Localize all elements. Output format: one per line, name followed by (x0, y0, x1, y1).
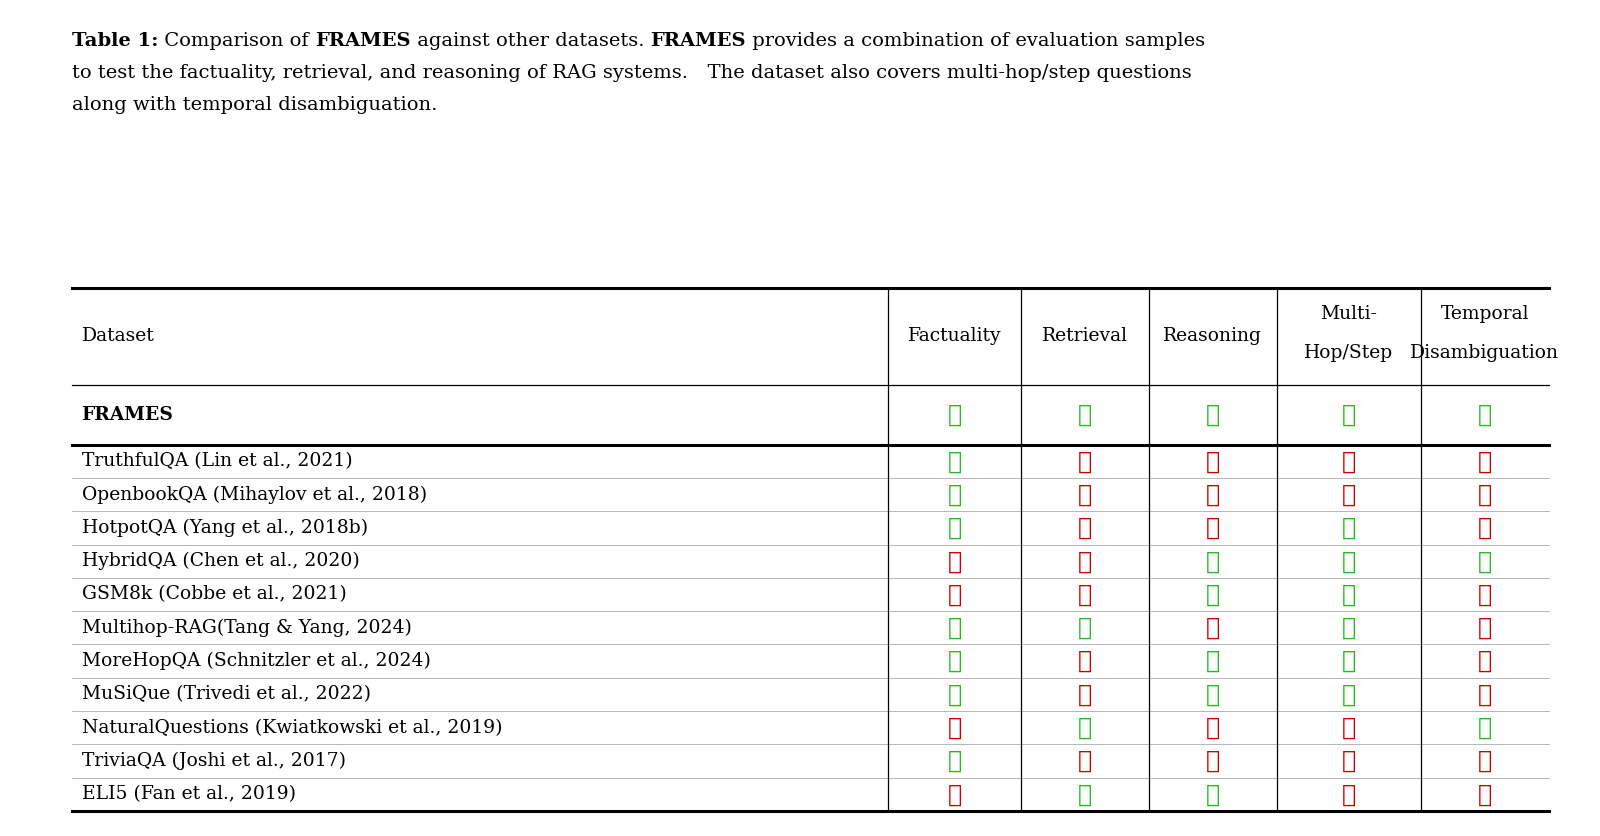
Text: ✓: ✓ (947, 616, 962, 640)
Text: Multihop-RAG(Tang & Yang, 2024): Multihop-RAG(Tang & Yang, 2024) (82, 619, 411, 637)
Text: ✓: ✓ (1342, 616, 1355, 640)
Text: along with temporal disambiguation.: along with temporal disambiguation. (72, 95, 437, 114)
Text: ✓: ✓ (1342, 549, 1355, 573)
Text: ✗: ✗ (947, 583, 962, 607)
Text: Temporal: Temporal (1440, 305, 1530, 323)
Text: ✓: ✓ (1206, 583, 1219, 607)
Text: ✗: ✗ (1206, 749, 1219, 773)
Text: ✓: ✓ (1342, 403, 1355, 426)
Text: ✗: ✗ (1478, 749, 1491, 773)
Text: against other datasets.: against other datasets. (411, 32, 651, 50)
Text: ✗: ✗ (1342, 782, 1355, 806)
Text: ✓: ✓ (1078, 782, 1091, 806)
Text: ✓: ✓ (947, 682, 962, 706)
Text: ✗: ✗ (947, 549, 962, 573)
Text: HotpotQA (Yang et al., 2018b): HotpotQA (Yang et al., 2018b) (82, 519, 368, 537)
Text: ✗: ✗ (1078, 682, 1091, 706)
Text: Retrieval: Retrieval (1042, 328, 1128, 345)
Text: ✓: ✓ (1206, 649, 1219, 673)
Text: NaturalQuestions (Kwiatkowski et al., 2019): NaturalQuestions (Kwiatkowski et al., 20… (82, 719, 502, 737)
Text: ✓: ✓ (1342, 583, 1355, 607)
Text: ✓: ✓ (947, 649, 962, 673)
Text: ✓: ✓ (1206, 682, 1219, 706)
Text: FRAMES: FRAMES (315, 32, 411, 50)
Text: ✗: ✗ (1206, 616, 1219, 640)
Text: ✗: ✗ (1206, 450, 1219, 473)
Text: GSM8k (Cobbe et al., 2021): GSM8k (Cobbe et al., 2021) (82, 585, 346, 604)
Text: ✓: ✓ (1342, 516, 1355, 540)
Text: ✗: ✗ (1078, 583, 1091, 607)
Text: ✗: ✗ (1342, 716, 1355, 740)
Text: ✗: ✗ (1078, 549, 1091, 573)
Text: ELI5 (Fan et al., 2019): ELI5 (Fan et al., 2019) (82, 785, 296, 803)
Text: Table 1:: Table 1: (72, 32, 158, 50)
Text: ✓: ✓ (1078, 616, 1091, 640)
Text: TruthfulQA (Lin et al., 2021): TruthfulQA (Lin et al., 2021) (82, 452, 352, 471)
Text: ✗: ✗ (1478, 516, 1491, 540)
Text: Reasoning: Reasoning (1163, 328, 1262, 345)
Text: provides a combination of evaluation samples: provides a combination of evaluation sam… (746, 32, 1205, 50)
Text: ✗: ✗ (947, 716, 962, 740)
Text: ✗: ✗ (1478, 682, 1491, 706)
Text: ✗: ✗ (947, 782, 962, 806)
Text: ✗: ✗ (1478, 583, 1491, 607)
Text: Comparison of: Comparison of (158, 32, 315, 50)
Text: Hop/Step: Hop/Step (1304, 344, 1394, 362)
Text: Disambiguation: Disambiguation (1410, 344, 1560, 362)
Text: MoreHopQA (Schnitzler et al., 2024): MoreHopQA (Schnitzler et al., 2024) (82, 652, 430, 670)
Text: ✓: ✓ (947, 403, 962, 426)
Text: ✗: ✗ (1206, 716, 1219, 740)
Text: ✓: ✓ (1206, 403, 1219, 426)
Text: ✓: ✓ (947, 749, 962, 773)
Text: ✗: ✗ (1478, 616, 1491, 640)
Text: ✓: ✓ (1342, 682, 1355, 706)
Text: OpenbookQA (Mihaylov et al., 2018): OpenbookQA (Mihaylov et al., 2018) (82, 486, 427, 504)
Text: ✓: ✓ (1478, 549, 1491, 573)
Text: ✓: ✓ (1342, 649, 1355, 673)
Text: ✗: ✗ (1078, 450, 1091, 473)
Text: ✓: ✓ (1206, 549, 1219, 573)
Text: ✗: ✗ (1078, 482, 1091, 507)
Text: ✓: ✓ (1478, 716, 1491, 740)
Text: ✓: ✓ (1078, 403, 1091, 426)
Text: Factuality: Factuality (907, 328, 1002, 345)
Text: ✗: ✗ (1078, 649, 1091, 673)
Text: ✗: ✗ (1478, 450, 1491, 473)
Text: ✗: ✗ (1478, 482, 1491, 507)
Text: ✓: ✓ (947, 450, 962, 473)
Text: to test the factuality, retrieval, and reasoning of RAG systems. The dataset als: to test the factuality, retrieval, and r… (72, 64, 1192, 82)
Text: ✗: ✗ (1206, 516, 1219, 540)
Text: ✓: ✓ (1078, 716, 1091, 740)
Text: ✗: ✗ (1206, 482, 1219, 507)
Text: Dataset: Dataset (82, 328, 154, 345)
Text: ✗: ✗ (1478, 782, 1491, 806)
Text: ✗: ✗ (1478, 649, 1491, 673)
Text: ✗: ✗ (1078, 749, 1091, 773)
Text: ✓: ✓ (947, 516, 962, 540)
Text: ✓: ✓ (1206, 782, 1219, 806)
Text: TriviaQA (Joshi et al., 2017): TriviaQA (Joshi et al., 2017) (82, 752, 346, 770)
Text: ✗: ✗ (1342, 450, 1355, 473)
Text: FRAMES: FRAMES (82, 405, 173, 424)
Text: ✗: ✗ (1342, 482, 1355, 507)
Text: FRAMES: FRAMES (651, 32, 746, 50)
Text: MuSiQue (Trivedi et al., 2022): MuSiQue (Trivedi et al., 2022) (82, 686, 371, 703)
Text: ✓: ✓ (947, 482, 962, 507)
Text: Multi-: Multi- (1320, 305, 1378, 323)
Text: ✗: ✗ (1342, 749, 1355, 773)
Text: HybridQA (Chen et al., 2020): HybridQA (Chen et al., 2020) (82, 552, 360, 570)
Text: ✓: ✓ (1478, 403, 1491, 426)
Text: ✗: ✗ (1078, 516, 1091, 540)
